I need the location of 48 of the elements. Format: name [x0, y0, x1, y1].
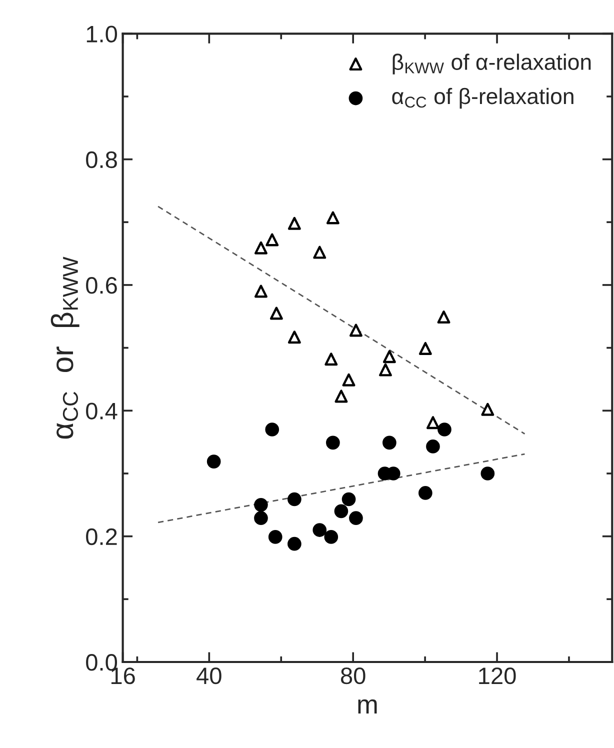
point [418, 342, 432, 355]
point [326, 436, 340, 450]
point [418, 486, 432, 500]
point [312, 523, 327, 537]
point [382, 436, 396, 450]
point [426, 440, 440, 454]
point [438, 422, 452, 436]
point [324, 352, 338, 366]
point [437, 310, 450, 324]
y-tick-label: 0.2 [86, 528, 117, 546]
y-tick-label: 0.8 [86, 151, 117, 168]
y-tick-label: 1.0 [86, 26, 118, 42]
point [313, 246, 326, 259]
point [349, 511, 363, 526]
point [334, 504, 348, 518]
point [382, 350, 396, 364]
point [288, 216, 301, 230]
point [324, 530, 338, 544]
point [378, 363, 392, 376]
point [480, 466, 495, 480]
point [288, 330, 301, 344]
y-tick-label: 0.4 [86, 402, 118, 420]
point [254, 511, 268, 526]
point [342, 373, 356, 386]
point [288, 492, 302, 506]
point [326, 211, 340, 224]
point [334, 390, 348, 403]
point [342, 492, 356, 506]
x-tick-label: 80 [340, 667, 366, 684]
point [349, 324, 362, 337]
x-tick-label: 120 [479, 667, 516, 684]
point [266, 233, 279, 246]
point [270, 306, 283, 320]
y-axis-title: α$_{CC}$ or β$_{KWW}$ [50, 256, 80, 439]
x-axis-title: m [358, 699, 377, 714]
point [481, 402, 494, 416]
point [426, 416, 440, 430]
x-tick-label: 40 [196, 667, 222, 684]
point [288, 536, 302, 551]
y-tick-label: 0.6 [86, 277, 117, 294]
point [206, 454, 221, 468]
legend-label: β$_{KWW}$ of α-relaxation [392, 54, 591, 74]
point [268, 530, 282, 544]
point [254, 498, 268, 512]
legend-label: α$_{CC}$ of β-relaxation [392, 88, 574, 109]
point [254, 284, 268, 298]
point [265, 422, 280, 436]
point [254, 241, 268, 254]
